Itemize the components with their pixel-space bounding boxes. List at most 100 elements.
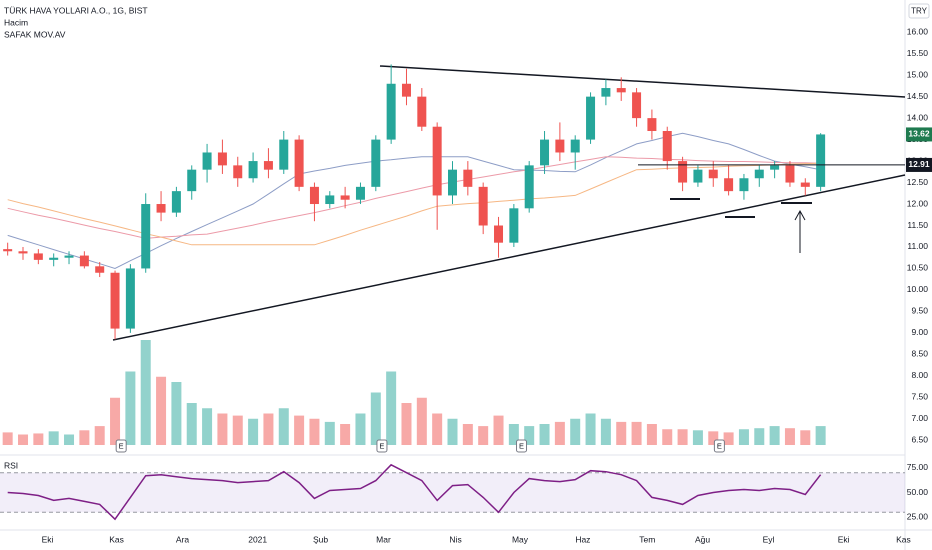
arrow-head (794, 209, 806, 221)
y-tick-label: 9.50 (911, 306, 928, 316)
x-tick-label: Şub (313, 534, 328, 544)
candle-body (95, 266, 105, 273)
volume-bar (140, 340, 151, 445)
candle-body (708, 169, 718, 179)
x-tick-label: Eyl (763, 534, 775, 544)
volume-bar (692, 430, 703, 445)
candle-body (662, 131, 672, 162)
volume-bar (79, 430, 90, 445)
candle-body (785, 165, 795, 183)
volume-bar (769, 426, 780, 445)
x-tick-label: Ağu (695, 534, 710, 544)
x-tick-label: Kas (896, 534, 911, 544)
volume-bar (738, 429, 749, 445)
volume-bar (631, 421, 642, 445)
upper-trendline (379, 65, 906, 98)
y-tick-label: 14.50 (907, 91, 929, 101)
volume-bar (416, 397, 427, 445)
candle-body (693, 169, 703, 183)
volume-bar (370, 392, 381, 445)
candle-body (570, 139, 580, 153)
volume-bar (33, 433, 44, 445)
candle-body (3, 249, 13, 252)
candle-body (202, 152, 212, 170)
currency-box[interactable] (908, 3, 930, 19)
volume-bar (324, 421, 335, 445)
volume-bar (784, 428, 795, 445)
y-tick-label: 7.00 (911, 413, 928, 423)
volume-bar (677, 429, 688, 445)
volume-bar (754, 428, 765, 445)
candle-body (494, 225, 504, 243)
price-label: 12.91 (908, 159, 930, 169)
volume-bar (186, 403, 197, 445)
volume-bar (64, 434, 75, 445)
earnings-marker (713, 439, 725, 453)
volume-bar (539, 424, 550, 445)
volume-bar (2, 432, 13, 445)
volume-bar (278, 408, 289, 445)
candle-body (463, 169, 473, 187)
x-tick-label: Ara (176, 534, 190, 544)
y-tick-label: 25.00 (907, 512, 929, 522)
y-tick-label: 75.00 (907, 462, 929, 472)
y-tick-label: 11.50 (907, 220, 928, 230)
candle-body (79, 255, 89, 267)
candle-body (816, 134, 826, 187)
candle-body (18, 251, 28, 254)
drawings (112, 65, 906, 341)
x-tick-label: Kas (109, 534, 124, 544)
price-label: 13.62 (908, 129, 930, 139)
symbol-title: TÜRK HAVA YOLLARI A.O., 1G, BIST (4, 5, 148, 15)
candle-body (540, 139, 550, 166)
y-tick-label: 6.50 (911, 435, 928, 445)
volume-bar (432, 413, 443, 445)
candle-body (478, 186, 488, 226)
candle-body (432, 126, 442, 196)
candle-body (233, 165, 243, 179)
price-label-box (906, 127, 932, 142)
candle-body (141, 204, 151, 269)
candle-body (64, 255, 74, 258)
candle-body (800, 182, 810, 187)
y-tick-label: 8.00 (911, 370, 928, 380)
earnings-marker (516, 439, 528, 453)
volume-bar (600, 418, 611, 445)
volume-bar (217, 413, 228, 445)
y-tick-label: 16.00 (907, 26, 929, 36)
y-tick-label: 50.00 (907, 487, 929, 497)
volume-bar (478, 426, 489, 445)
volume-bar (508, 424, 519, 445)
candle-body (248, 161, 258, 179)
candle-body (156, 204, 166, 213)
volume-bar (447, 418, 458, 445)
y-tick-label: 9.00 (911, 327, 928, 337)
candle-body (33, 253, 43, 260)
y-tick-label: 15.50 (907, 48, 929, 58)
volume-bar (48, 431, 59, 445)
candle-body (263, 161, 273, 170)
candle-body (110, 272, 120, 329)
y-tick-label: 15.00 (907, 69, 929, 79)
volume-bar (94, 426, 105, 445)
candle-body (509, 208, 519, 243)
candle-body (294, 139, 304, 187)
candle-body (448, 169, 457, 196)
volume-bar (125, 371, 136, 445)
candle-body (325, 195, 335, 205)
volume-bar (585, 413, 596, 445)
candle-body (386, 83, 396, 140)
volume-bar (462, 424, 473, 445)
candle-body (279, 139, 289, 170)
volume-bar (493, 415, 504, 445)
x-tick-label: 2021 (248, 534, 267, 544)
currency[interactable]: TRY (911, 7, 928, 16)
candle-body (754, 169, 764, 179)
volume-bar (156, 376, 167, 445)
rsi-line (7, 463, 822, 521)
volume-bar (401, 403, 412, 445)
candle-body (171, 191, 181, 213)
candle-body (601, 88, 611, 97)
